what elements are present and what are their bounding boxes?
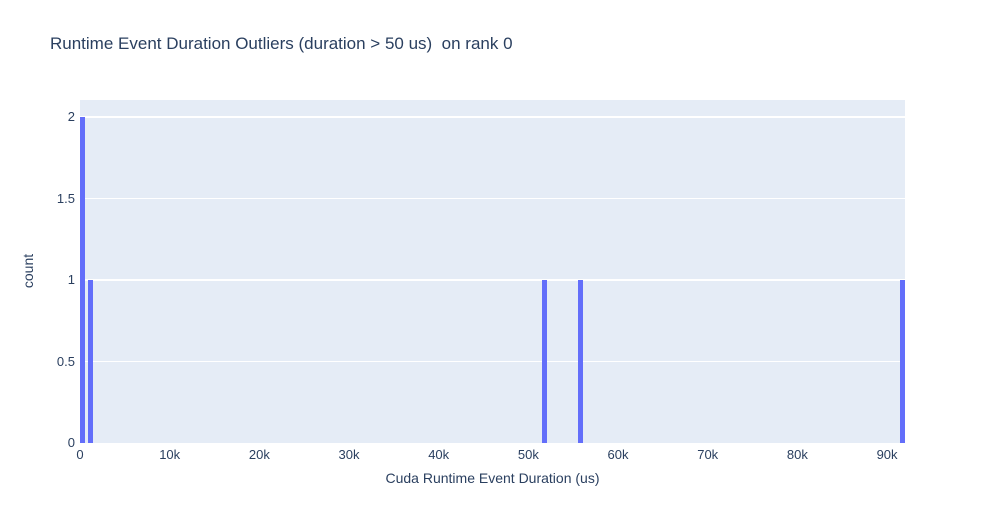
y-tick-label: 0.5	[56, 353, 75, 369]
chart-title: Runtime Event Duration Outliers (duratio…	[50, 34, 513, 53]
y-axis-title: count	[20, 253, 36, 289]
histogram-bar[interactable]	[899, 280, 905, 443]
x-tick-label: 40k	[428, 447, 450, 462]
y-tick-label: 1	[67, 272, 75, 288]
plot-area[interactable]	[80, 100, 905, 443]
x-tick-label: 70k	[697, 447, 719, 462]
x-tick-label: 0	[76, 447, 84, 462]
x-tick-label: 30k	[338, 447, 360, 462]
y-tick-label: 1.5	[56, 190, 75, 206]
histogram-bar[interactable]	[87, 280, 93, 443]
histogram-bar[interactable]	[541, 280, 547, 443]
gridline	[80, 279, 905, 281]
x-tick-label: 80k	[786, 447, 808, 462]
y-tick-label: 2	[67, 109, 75, 125]
x-tick-label: 10k	[159, 447, 181, 462]
x-tick-label: 20k	[248, 447, 270, 462]
y-tick-label: 0	[67, 435, 75, 450]
x-tick-label: 90k	[876, 447, 898, 462]
gridline	[80, 197, 905, 200]
x-axis-title: Cuda Runtime Event Duration (us)	[385, 470, 600, 486]
x-tick-label: 50k	[517, 447, 539, 462]
histogram-bar[interactable]	[578, 280, 584, 443]
x-tick-label: 60k	[607, 447, 629, 462]
gridline	[80, 360, 905, 363]
gridline	[80, 116, 905, 118]
histogram-bar[interactable]	[80, 117, 85, 443]
